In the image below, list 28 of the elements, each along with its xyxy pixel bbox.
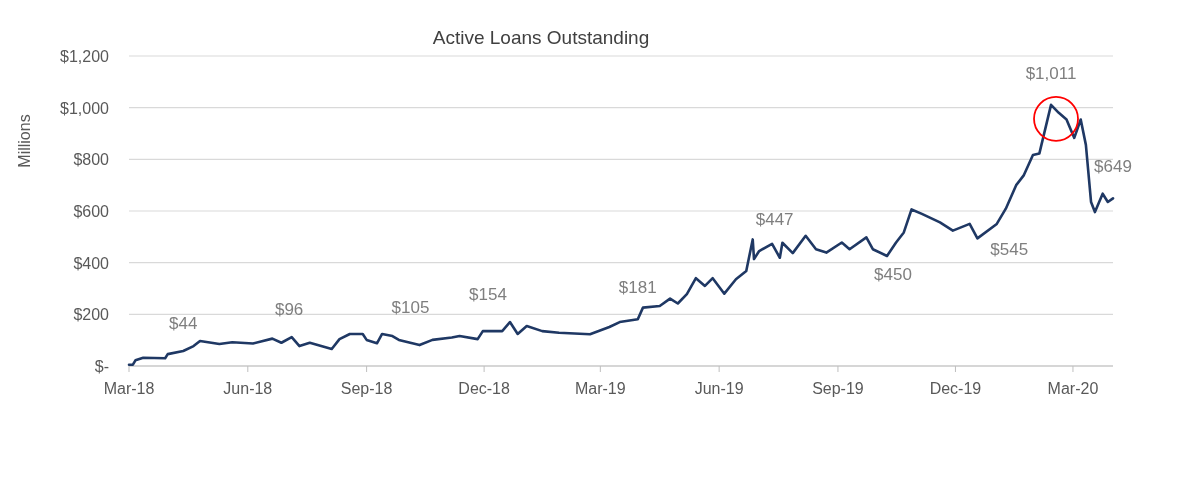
annotation: $545 [990, 240, 1029, 260]
x-tick-label: Jun-19 [694, 380, 744, 397]
y-tick-label: $- [94, 358, 109, 375]
x-tick-label: Dec-18 [458, 380, 511, 397]
annotation: $96 [274, 300, 304, 320]
x-tick-label: Mar-18 [103, 380, 155, 397]
y-tick-label: $1,000 [60, 99, 110, 117]
annotation: $44 [169, 313, 198, 333]
chart-title: Active Loans Outstanding [432, 27, 650, 48]
annotation: $1,011 [1025, 63, 1077, 83]
y-axis-title: Millions [16, 114, 33, 168]
annotation: $181 [618, 278, 657, 298]
y-tick-label: $1,200 [60, 48, 110, 65]
annotation: $649 [1094, 157, 1132, 177]
x-tick-label: Sep-19 [812, 380, 864, 397]
x-tick-label: Dec-19 [929, 380, 982, 397]
y-tick-label: $200 [73, 306, 110, 324]
annotation: $154 [469, 285, 507, 305]
x-tick-label: Jun-18 [223, 380, 273, 397]
x-tick-label: Mar-19 [574, 380, 626, 397]
annotation: $447 [755, 209, 794, 229]
x-tick-label: Sep-18 [340, 380, 393, 397]
x-tick-label: Mar-20 [1047, 380, 1099, 397]
y-tick-label: $400 [73, 254, 110, 272]
annotation: $450 [874, 264, 912, 284]
annotation: $105 [391, 297, 430, 317]
y-tick-label: $800 [73, 151, 110, 169]
y-tick-label: $600 [73, 203, 110, 220]
